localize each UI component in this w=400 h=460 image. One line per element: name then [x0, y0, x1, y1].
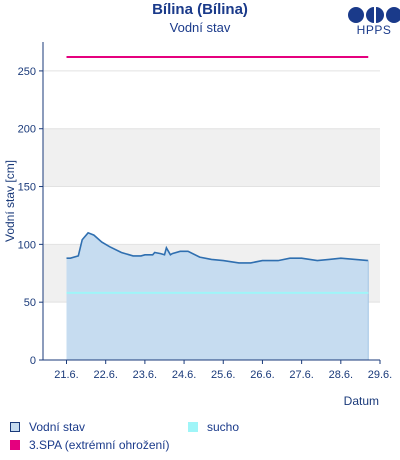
chart-title: Bílina (Bílina) — [152, 1, 248, 18]
x-tick-label-2: 23.6. — [133, 369, 157, 381]
legend-label-2: 3.SPA (extrémní ohrožení) — [29, 438, 170, 452]
x-tick-label-8: 29.6. — [368, 369, 392, 381]
water-level-chart: 0 50 100 150 200 250 21.6. 22.6. 23.6. 24.6. 25.6.… — [3, 42, 392, 408]
legend-item-2: 3.SPA (extrémní ohrožení) — [10, 438, 170, 452]
legend-swatch-2 — [10, 440, 20, 450]
y-tick-label-200: 200 — [18, 124, 36, 136]
legend-label-1: sucho — [207, 420, 240, 434]
logo-mark-icon — [348, 7, 400, 23]
legend-item-1: sucho — [188, 420, 239, 434]
x-tick-label-0: 21.6. — [54, 369, 78, 381]
x-axis-label: Datum — [344, 394, 379, 408]
y-axis-label: Vodní stav [cm] — [3, 160, 17, 242]
x-tick-label-3: 24.6. — [172, 369, 196, 381]
hpps-logo: HPPS — [346, 6, 400, 42]
y-tick-label-50: 50 — [24, 297, 36, 309]
legend-swatch-1 — [188, 422, 198, 432]
legend-swatch-0 — [10, 422, 20, 432]
x-tick-label-4: 25.6. — [211, 369, 235, 381]
x-tick-label-5: 26.6. — [250, 369, 274, 381]
grid-band-1 — [43, 128, 380, 187]
water-level-area — [66, 232, 369, 360]
legend-item-0: Vodní stav — [10, 420, 85, 434]
logo-text: HPPS — [356, 23, 392, 37]
legend-label-0: Vodní stav — [29, 420, 86, 434]
x-tick-label-6: 27.6. — [289, 369, 313, 381]
y-tick-label-100: 100 — [18, 239, 36, 251]
y-tick-label-0: 0 — [30, 355, 36, 367]
y-tick-label-150: 150 — [18, 182, 36, 194]
chart-subtitle: Vodní stav — [169, 20, 231, 35]
legend: Vodní stav sucho 3.SPA (extrémní ohrožení) — [0, 418, 400, 460]
x-tick-label-7: 28.6. — [329, 369, 353, 381]
x-tick-label-1: 22.6. — [93, 369, 117, 381]
water-level-line — [66, 231, 369, 264]
y-tick-label-250: 250 — [18, 66, 36, 78]
